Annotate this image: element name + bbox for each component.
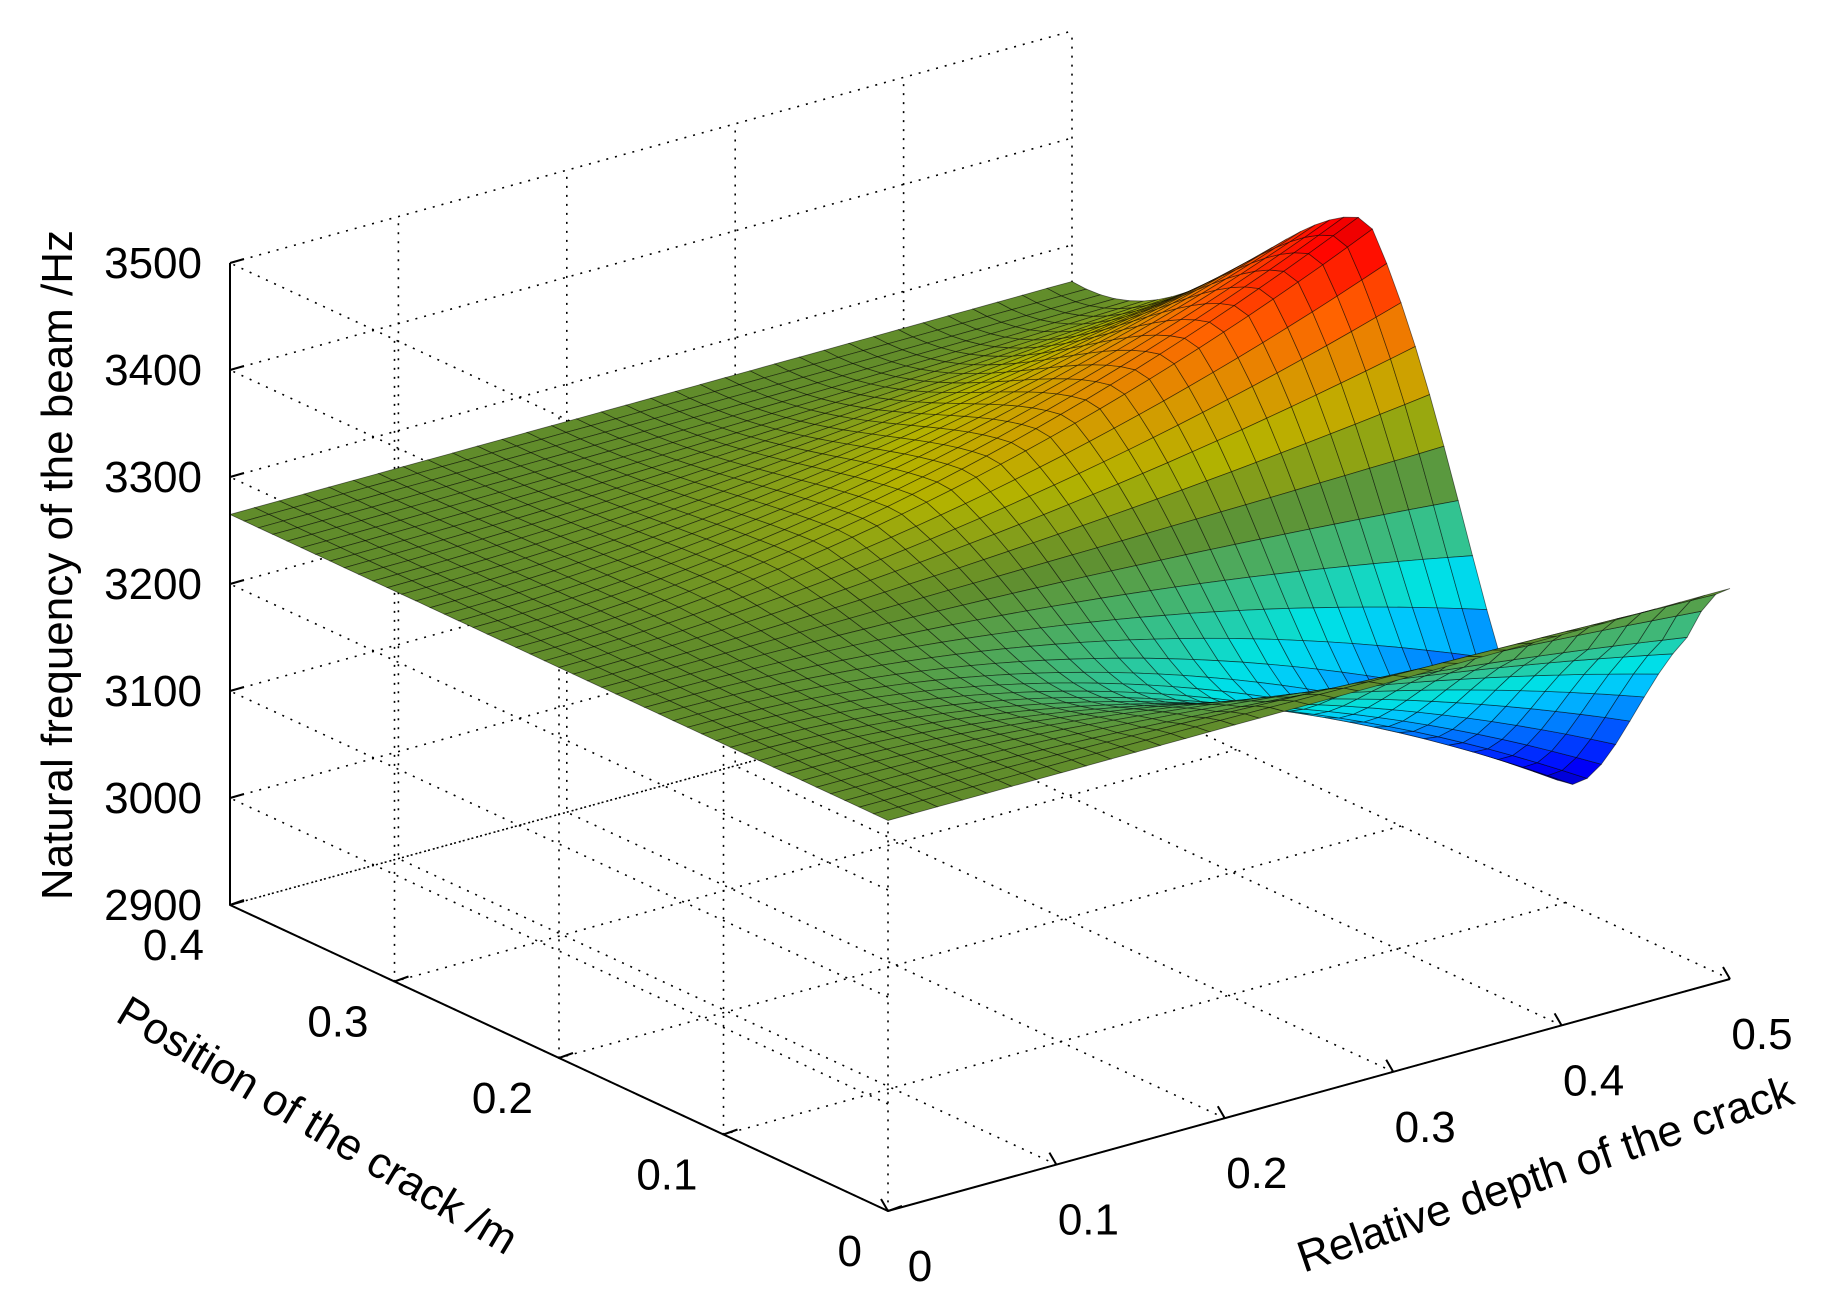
z-tick-label: 3300 — [104, 453, 202, 502]
x-tick-mark — [880, 1198, 889, 1212]
x-tick-label: 0.5 — [1731, 1010, 1792, 1059]
surface-patch — [1690, 588, 1731, 601]
axis-lines — [229, 258, 1731, 1212]
x-tick-mark — [1385, 1059, 1395, 1073]
z-tick-mark — [229, 686, 245, 692]
z-tick-mark — [229, 472, 245, 478]
x-tick-label: 0.3 — [1395, 1103, 1456, 1152]
grid-line-x — [734, 123, 1394, 1073]
z-tick-mark — [229, 900, 245, 906]
y-tick-label: 0.4 — [143, 921, 204, 970]
grid-line-x — [902, 77, 1562, 1027]
y-tick-label: 0.3 — [307, 998, 368, 1047]
z-tick-label: 3500 — [104, 239, 202, 288]
x-tick-mark — [1722, 966, 1731, 980]
x-axis-line — [887, 978, 1731, 1212]
z-tick-label: 2900 — [104, 881, 202, 930]
x-tick-label: 0.1 — [1058, 1196, 1119, 1245]
grid-line-x — [397, 216, 1057, 1166]
y-tick-mark — [394, 975, 409, 983]
y-tick-label: 0.1 — [636, 1151, 697, 1200]
z-tick-mark — [229, 365, 245, 371]
surface-mesh — [228, 216, 1731, 821]
z-tick-label: 3400 — [104, 346, 202, 395]
x-tick-mark — [1553, 1012, 1563, 1026]
x-axis-label: Relative depth of the crack — [1291, 1066, 1800, 1282]
tick-labels: 2900 3000 3100 3200 3300 3400 3500 0 0.1 0.2 0.3 0.… — [104, 239, 1792, 1291]
x-tick-mark — [1048, 1152, 1058, 1166]
z-tick-mark — [229, 793, 245, 799]
y-tick-label: 0 — [838, 1227, 862, 1276]
x-tick-label: 0.4 — [1563, 1056, 1624, 1105]
y-tick-mark — [887, 1205, 903, 1212]
z-tick-label: 3100 — [104, 667, 202, 716]
z-tick-label: 3200 — [104, 560, 202, 609]
y-tick-label: 0.2 — [472, 1074, 533, 1123]
grid-line-x — [1071, 31, 1731, 980]
z-tick-mark — [229, 258, 245, 264]
y-tick-mark — [723, 1128, 738, 1136]
z-tick-label: 3000 — [104, 774, 202, 823]
x-tick-mark — [1216, 1105, 1226, 1119]
x-tick-label: 0 — [908, 1242, 932, 1291]
z-tick-mark — [229, 579, 245, 585]
z-axis-label: Natural frequency of the beam /Hz — [33, 230, 82, 900]
y-tick-mark — [558, 1052, 574, 1059]
x-tick-label: 0.2 — [1226, 1149, 1287, 1198]
grid-line-x — [565, 170, 1226, 1119]
